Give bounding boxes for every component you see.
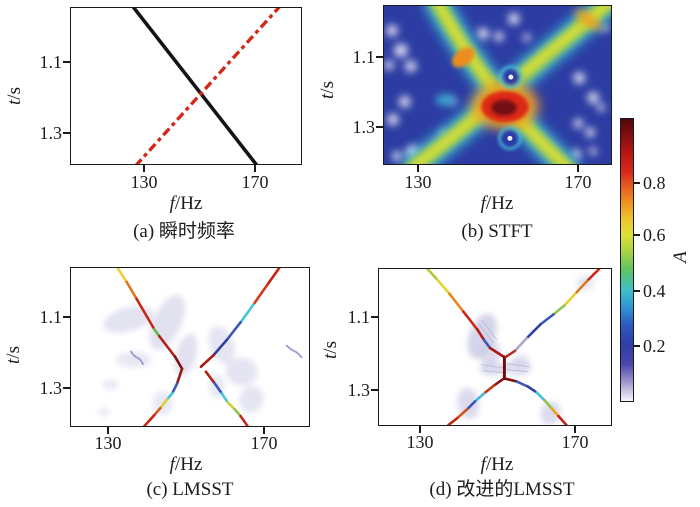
- panel-d-caption: (d) 改进的LMSST: [429, 479, 575, 500]
- panel-c-ytick-label-2: 1.3: [39, 378, 63, 398]
- improved-lmsst-lower-left-ridge: [447, 377, 506, 425]
- panel-d-ytick-label-2: 1.3: [347, 380, 371, 400]
- panel-a-ylabel: t/s: [4, 87, 25, 105]
- panel-a-xtick-mark-1: [143, 165, 145, 172]
- panel-a-ytick-label-2: 1.3: [39, 123, 63, 143]
- panel-d-xtick-mark-2: [574, 426, 576, 433]
- colorbar-gradient: [620, 118, 634, 402]
- panel-a-ytick-mark-1: [63, 61, 70, 63]
- if-line-component1: [131, 8, 259, 164]
- panel-d-xtick-label-1: 130: [406, 432, 434, 452]
- panel-c-ytick-mark-1: [63, 316, 70, 318]
- panel-b-xtick-label-1: 130: [404, 172, 432, 192]
- panel-a-xtick-label-1: 130: [130, 172, 158, 192]
- improved-lmsst-upper-right-ridge: [504, 269, 601, 359]
- panel-d-xtick-label-2: 170: [561, 432, 589, 452]
- improved-lmsst-upper-left-ridge: [426, 269, 506, 359]
- stft-noise-speckles: [384, 12, 610, 162]
- panel-d-xlabel: f/Hz: [480, 454, 514, 475]
- panel-c-caption: (c) LMSST: [146, 479, 234, 500]
- stft-hotspot: [471, 82, 539, 130]
- panel-b-ytick-mark-2: [376, 126, 383, 128]
- panel-c-xlabel: f/Hz: [169, 454, 203, 475]
- panel-a-xlabel: f/Hz: [169, 193, 203, 214]
- improved-lmsst-lower-right-ridge: [503, 377, 568, 425]
- colorbar-tick-label-4: 0.2: [643, 336, 666, 356]
- panel-b-ylabel: t/s: [317, 81, 338, 99]
- panel-b-xtick-label-2: 170: [564, 172, 592, 192]
- panel-b-xlabel: f/Hz: [480, 193, 514, 214]
- panel-c-ytick-label-1: 1.1: [39, 307, 63, 327]
- panel-c-xtick-mark-2: [263, 427, 265, 434]
- panel-b-ytick-label-2: 1.3: [352, 117, 376, 137]
- colorbar-tick-mark-4: [634, 345, 640, 347]
- panel-c-plot-area: [70, 267, 310, 427]
- stft-zero-holes: [498, 65, 523, 150]
- panel-a-ytick-mark-2: [63, 132, 70, 134]
- panel-b-ytick-mark-1: [376, 56, 383, 58]
- stft-cyan-blob: [435, 93, 456, 106]
- stft-orange-blob-upper-left: [452, 47, 475, 68]
- panel-a-ytick-label-1: 1.1: [39, 52, 63, 72]
- panel-c-xtick-label-1: 130: [94, 433, 122, 453]
- panel-a-caption: (a) 瞬时频率: [133, 221, 235, 242]
- panel-b-ytick-label-1: 1.1: [352, 47, 376, 67]
- panel-b-caption: (b) STFT: [461, 221, 533, 242]
- colorbar-tick-mark-1: [634, 182, 640, 184]
- colorbar-tick-label-3: 0.4: [643, 281, 666, 301]
- panel-b-plot-area: [383, 5, 612, 165]
- lmsst-artifact-smudges: [97, 294, 264, 417]
- panel-d-ytick-mark-2: [371, 389, 378, 391]
- panel-a-xtick-label-2: 170: [241, 172, 269, 192]
- panel-b-stft-heatmap: [384, 6, 611, 164]
- colorbar-tick-label-2: 0.6: [643, 225, 666, 245]
- stft-orange-streak-top-right: [574, 9, 602, 31]
- if-line-component2: [134, 8, 281, 164]
- panel-d-xtick-mark-1: [419, 426, 421, 433]
- lmsst-detached-artifacts: [129, 344, 303, 366]
- panel-c-lmsst-chart: [97, 268, 303, 426]
- colorbar-tick-mark-2: [634, 234, 640, 236]
- colorbar-tick-label-1: 0.8: [643, 173, 666, 193]
- panel-b-xtick-mark-1: [417, 165, 419, 172]
- panel-a-xtick-mark-2: [254, 165, 256, 172]
- colorbar-label: A: [670, 251, 691, 263]
- panel-a-plot-area: [70, 7, 302, 165]
- panel-b-xtick-mark-2: [577, 165, 579, 172]
- lmsst-right-branch: [199, 268, 281, 426]
- panel-c-ytick-mark-2: [63, 387, 70, 389]
- colorbar-tick-mark-3: [634, 290, 640, 292]
- panel-d-ytick-label-1: 1.1: [347, 307, 371, 327]
- panel-c-ylabel: t/s: [3, 346, 24, 364]
- panel-d-plot-area: [378, 268, 612, 426]
- panel-d-ytick-mark-1: [371, 316, 378, 318]
- panel-a-if-chart: [131, 8, 281, 164]
- panel-c-xtick-mark-1: [107, 427, 109, 434]
- panel-d-ylabel: t/s: [320, 341, 341, 359]
- panel-d-improved-lmsst-chart: [426, 269, 601, 425]
- panel-c-xtick-label-2: 170: [250, 433, 278, 453]
- lmsst-left-branch: [116, 268, 184, 426]
